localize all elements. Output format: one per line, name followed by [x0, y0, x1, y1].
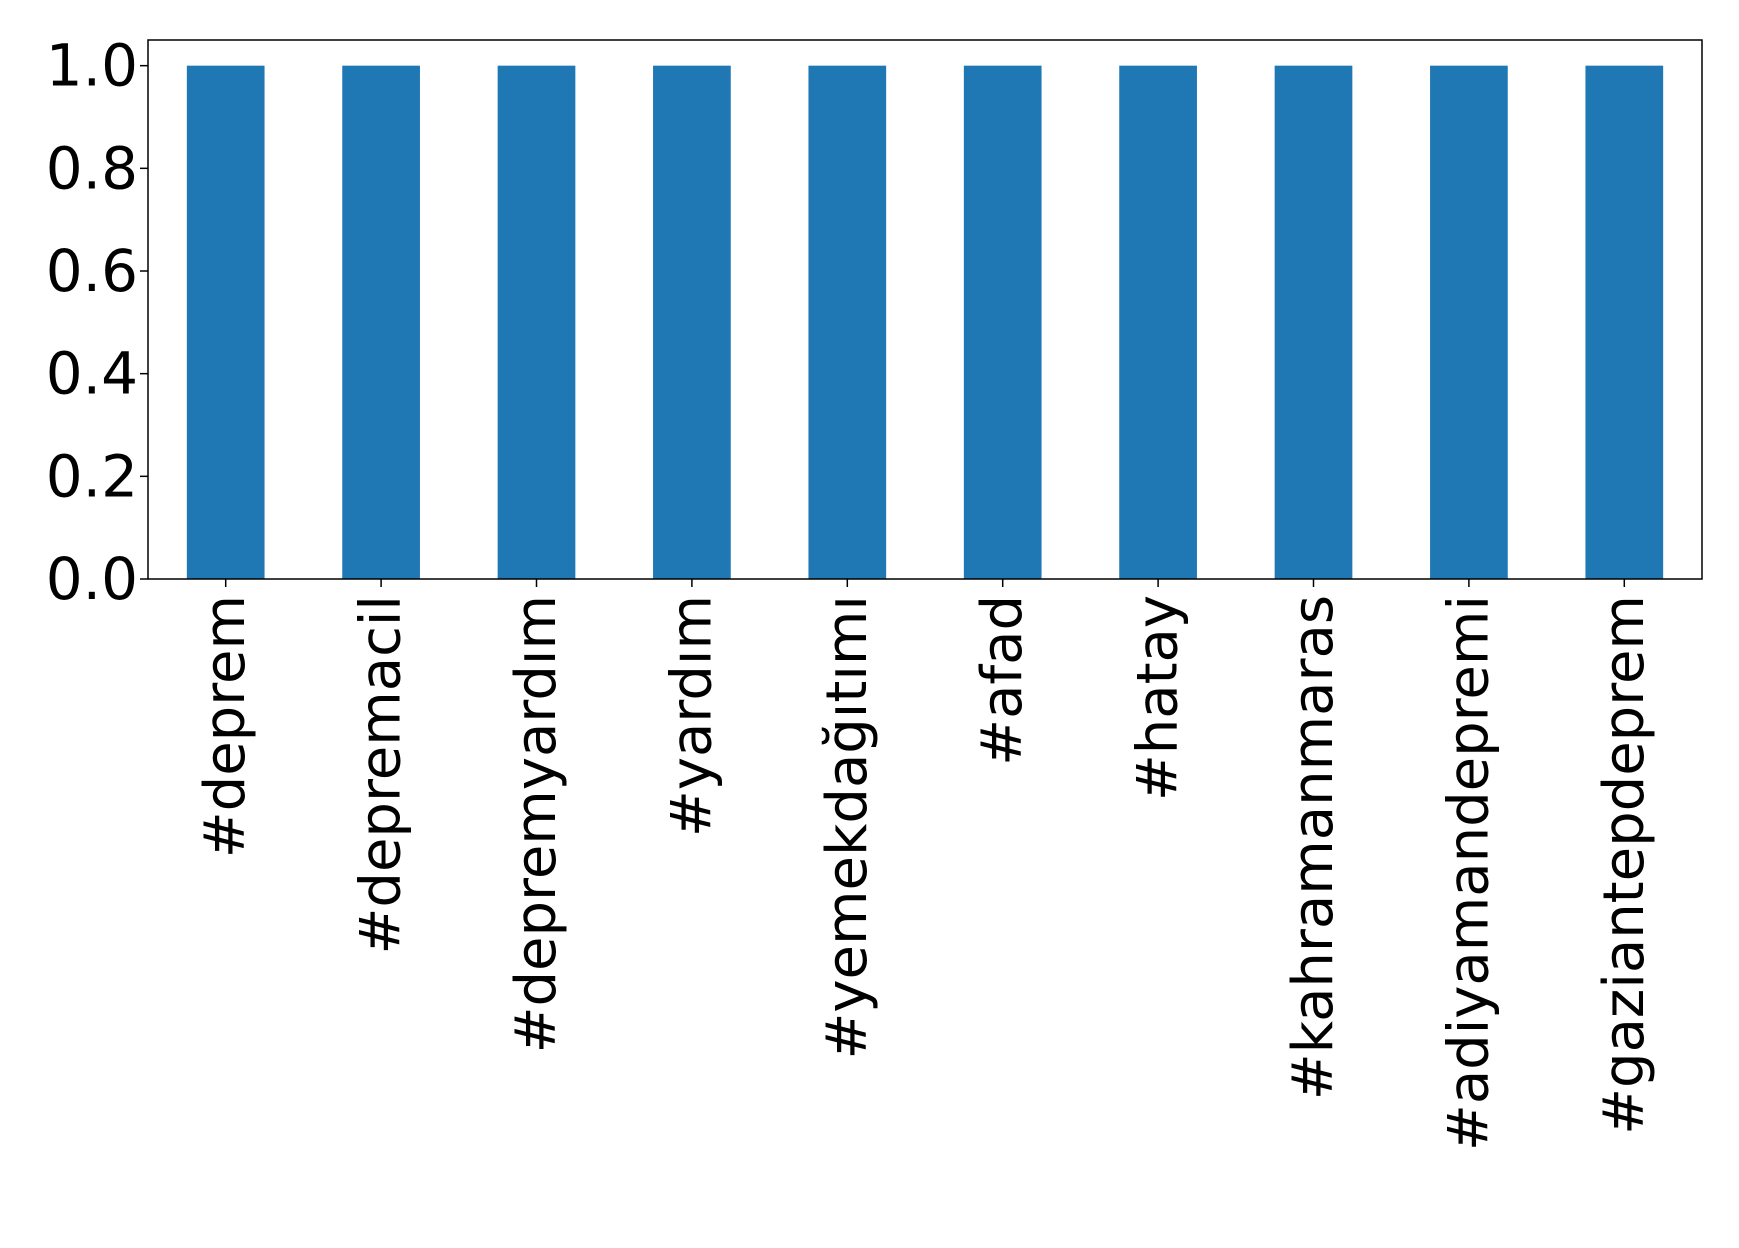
x-tick-label: #adiyamandepremi [1436, 595, 1501, 1151]
bar [1585, 65, 1664, 579]
bar [1430, 65, 1508, 579]
y-tick-label: 0.2 [46, 442, 138, 510]
y-tick-label: 0.0 [46, 545, 138, 613]
y-tick-label: 0.8 [46, 134, 138, 202]
bar [1274, 65, 1353, 579]
x-axis: #deprem #depremacil #depremyardım #yardım #y… [193, 579, 1657, 1151]
bar [497, 65, 576, 579]
x-tick-label: #depremyardım [504, 595, 569, 1053]
x-tick-label: #afad [970, 595, 1035, 766]
bar [963, 65, 1042, 579]
x-tick-label: #depremacil [349, 595, 414, 955]
bar [342, 65, 420, 579]
x-tick-label: #gaziantepdeprem [1592, 595, 1657, 1135]
x-tick-label: #yemekdağıtımı [815, 595, 880, 1060]
y-tick-label: 0.4 [46, 340, 138, 408]
y-tick-label: 1.0 [46, 32, 138, 100]
x-tick-label: #deprem [193, 595, 258, 858]
bar [653, 65, 731, 579]
bar [808, 65, 887, 579]
y-tick-label: 0.6 [46, 237, 138, 305]
bars-group [186, 65, 1664, 579]
y-axis: 0.0 0.2 0.4 0.6 0.8 1.0 [46, 32, 148, 613]
bar [186, 65, 265, 579]
x-tick-label: #yardım [659, 595, 724, 837]
plot-frame [147, 39, 1703, 580]
bar [1119, 65, 1197, 579]
x-tick-label: #hatay [1126, 595, 1191, 801]
x-tick-label: #kahramanmaras [1281, 595, 1346, 1100]
